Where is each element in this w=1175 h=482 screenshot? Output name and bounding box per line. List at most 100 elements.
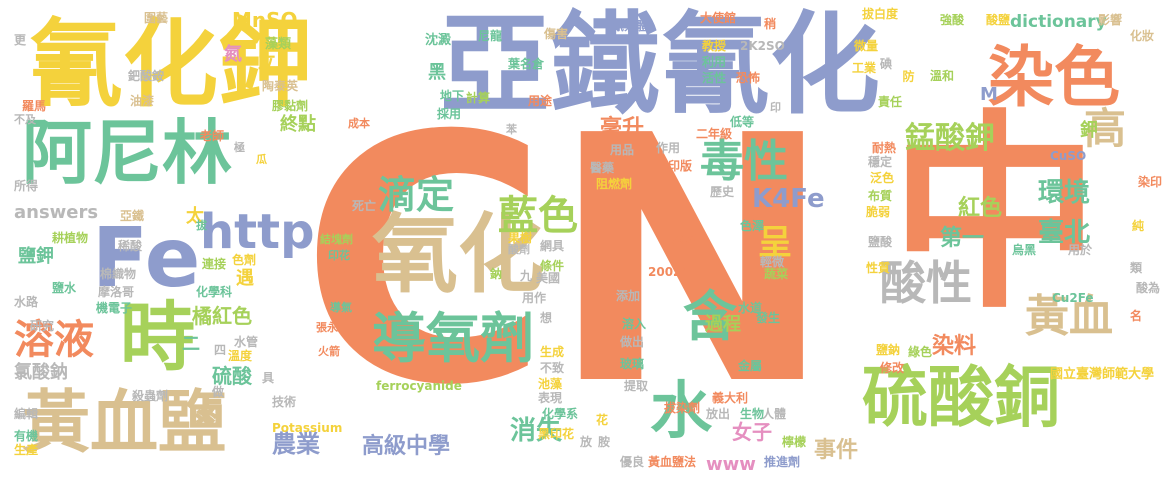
cloud-word: 酸性 — [880, 256, 972, 310]
cloud-word: 事件 — [814, 438, 859, 463]
cloud-word: 死亡 — [352, 199, 377, 213]
cloud-word: 葉名倉 — [508, 57, 545, 71]
cloud-word: 鈉 — [490, 267, 503, 281]
cloud-word: 蒸處 — [672, 231, 697, 245]
cloud-word: 活性 — [702, 71, 727, 85]
cloud-word: 藍色 — [498, 193, 578, 239]
cloud-word: 化學系 — [542, 407, 579, 421]
cloud-word: 氰化鉀 — [28, 10, 314, 120]
cloud-word: 教授 — [702, 39, 727, 53]
cloud-word: 性質 — [866, 261, 891, 275]
cloud-word: Potassium — [272, 421, 343, 435]
cloud-word: 玻璃 — [620, 357, 645, 371]
cloud-word: 高 — [1084, 104, 1127, 153]
cloud-word: 結塊劑 — [320, 233, 353, 246]
cloud-word: 遇 — [236, 268, 254, 289]
cloud-word: 用途 — [528, 94, 553, 108]
cloud-word: 國立臺灣師範大學 — [1050, 367, 1155, 382]
cloud-word: 紅色 — [958, 196, 1003, 221]
cloud-word: 水道 — [738, 301, 763, 315]
cloud-word: 耕植物 — [52, 231, 89, 245]
cloud-word: Cu2Fe — [1052, 291, 1094, 305]
cloud-word: 想 — [540, 311, 553, 325]
cloud-word: 網具 — [540, 239, 565, 253]
cloud-word: 放出 — [706, 407, 731, 421]
cloud-word: 推進劑 — [764, 455, 801, 469]
cloud-word: 摩洛哥 — [98, 285, 135, 299]
cloud-word: answers — [14, 202, 99, 223]
cloud-word: 染料 — [932, 334, 977, 359]
cloud-word: 終點 — [280, 114, 316, 135]
cloud-word: 恐怖 — [736, 71, 761, 85]
cloud-word: 所得 — [14, 179, 39, 193]
cloud-word: 採用 — [437, 107, 462, 121]
cloud-word: 花 — [596, 413, 609, 427]
cloud-word: 生物 — [740, 407, 765, 421]
cloud-word: 輕微 — [760, 255, 785, 269]
cloud-word: 脆弱 — [866, 205, 891, 219]
cloud-word: 編輯 — [14, 407, 39, 421]
cloud-word: 池藻 — [538, 377, 563, 391]
cloud-word: 檸檬 — [782, 435, 807, 449]
cloud-word: 成本 — [348, 117, 370, 130]
cloud-word: 毫升 — [600, 116, 645, 141]
cloud-word: 黑 — [428, 62, 446, 83]
cloud-word: 優良 — [620, 455, 645, 469]
cloud-word: 放 — [580, 435, 593, 449]
cloud-word: 第一 — [940, 226, 985, 251]
cloud-word: 綠色 — [908, 345, 933, 359]
cloud-word: 表現 — [538, 391, 563, 405]
cloud-word: 導氣 — [330, 301, 352, 314]
cloud-word: 臺北 — [1038, 218, 1091, 248]
cloud-word: 溶液 — [14, 317, 94, 363]
cloud-word: dictionary — [1010, 12, 1107, 32]
cloud-word: 低等 — [730, 115, 755, 129]
cloud-word: 印 — [770, 101, 781, 114]
cloud-word: 泛色 — [870, 171, 895, 185]
cloud-word: 毒性 — [700, 136, 788, 187]
cloud-word: 計算 — [466, 91, 491, 105]
cloud-word: 二年級 — [696, 127, 733, 141]
cloud-word: 發生 — [756, 311, 781, 325]
cloud-word: 黑印花 — [538, 427, 575, 441]
cloud-word: 生產 — [14, 443, 39, 457]
cloud-word: 酸鹽 — [986, 13, 1011, 27]
cloud-word: 陶泰英 — [262, 79, 299, 93]
cloud-word: 導氧劑 — [372, 307, 534, 370]
cloud-word: 氮 — [221, 44, 242, 62]
cloud-word: 鉀 — [1080, 120, 1098, 141]
cloud-word: 橘紅色 — [192, 304, 252, 328]
cloud-word: 水 — [650, 374, 713, 447]
cloud-word: 溶入 — [622, 317, 647, 331]
cloud-word: 阻燃劑 — [596, 177, 633, 191]
cloud-word: 金屬 — [738, 359, 763, 373]
cloud-word: 具 — [262, 371, 275, 385]
cloud-word: 條件 — [540, 259, 565, 273]
cloud-word: 鹽酸 — [868, 235, 893, 249]
cloud-word: 一月 — [708, 277, 733, 291]
cloud-word: 不及 — [14, 113, 36, 126]
cloud-word: 亞鐵氰化 — [440, 1, 880, 129]
cloud-word: CuSO — [1050, 149, 1087, 163]
cloud-word: M — [980, 84, 998, 105]
cloud-word: 高級中學 — [362, 434, 451, 459]
cloud-word: 氯酸鈉 — [14, 362, 68, 383]
cloud-word: 膠黏劑 — [272, 99, 309, 113]
cloud-word: 環境 — [1038, 178, 1091, 208]
cloud-word: 過程 — [705, 314, 741, 335]
cloud-word: 染印 — [1138, 175, 1163, 189]
cloud-word: 二 — [182, 334, 200, 355]
cloud-word: 錳酸鉀 — [905, 121, 995, 156]
cloud-word: 責任 — [878, 95, 903, 109]
cloud-word: 硫酸 — [212, 364, 252, 388]
cloud-word: 沈澱 — [425, 33, 452, 48]
cloud-word: ferrocyanide — [376, 379, 462, 393]
cloud-word: 水路 — [14, 295, 39, 309]
cloud-word: 拔染劑 — [664, 401, 701, 415]
cloud-word: 強酸 — [940, 13, 965, 27]
cloud-word: 鹽水 — [52, 281, 77, 295]
cloud-word: 棉織物 — [100, 267, 137, 281]
cloud-word: 有機 — [14, 429, 39, 443]
cloud-word: 地下 — [440, 89, 465, 103]
